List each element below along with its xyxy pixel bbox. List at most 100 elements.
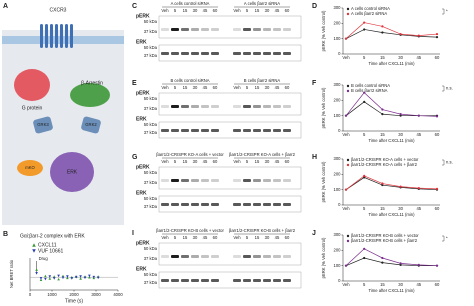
- lane-label: Veh: [233, 85, 241, 90]
- pERK-band: [263, 255, 271, 258]
- ERK-band: [211, 279, 219, 282]
- row-label: pERK: [136, 90, 150, 96]
- row-label: ERK: [136, 190, 147, 196]
- y-tick-label: 300: [334, 5, 342, 10]
- row-label: ERK: [136, 266, 147, 272]
- grk3-shape: [33, 116, 53, 134]
- point: [363, 100, 366, 103]
- lane-label: 5: [174, 159, 177, 164]
- x-tick-label: 30: [398, 55, 403, 60]
- chart-title: Gαi:βarr-2 complex with ERK: [20, 233, 85, 239]
- lane-label: 60: [285, 85, 290, 90]
- y-tick-label: 0: [338, 51, 341, 56]
- lane-label: 5: [246, 8, 249, 13]
- point: [399, 113, 402, 116]
- pERK-band: [233, 105, 241, 108]
- lane-label: 60: [213, 159, 218, 164]
- lane-label: 45: [203, 8, 208, 13]
- blot-frame: [158, 242, 302, 266]
- y-tick-label: 300: [334, 156, 342, 161]
- x-tick-label: 30: [398, 132, 403, 137]
- lane-label: 5: [174, 235, 177, 240]
- label: GRK2: [85, 122, 97, 127]
- legend-symbol: [346, 234, 350, 238]
- x-tick-label: 30: [398, 282, 403, 287]
- lane-label: 30: [193, 85, 198, 90]
- lane-label: 60: [213, 8, 218, 13]
- blot-frame: [158, 92, 302, 116]
- y-tick-label: 0: [338, 128, 341, 133]
- y-axis-label: pERK (% Veh control): [321, 10, 326, 51]
- x-axis-label: Time after CXCL11 (min): [368, 138, 415, 143]
- kda-marker: 50 kDa: [144, 96, 158, 101]
- ERK-band: [263, 129, 271, 132]
- pERK-band: [273, 28, 281, 31]
- kda-marker: 37 kDa: [144, 204, 158, 209]
- point: [96, 276, 100, 280]
- series-line: [345, 248, 438, 267]
- point: [363, 21, 366, 24]
- x-tick-label: 1000: [47, 292, 57, 297]
- kda-marker: 50 kDa: [144, 196, 158, 201]
- ERK-band: [211, 203, 219, 206]
- lane-label: 30: [193, 159, 198, 164]
- ERK-band: [253, 129, 261, 132]
- x-axis-label: Time after CXCL11 (min): [368, 61, 415, 66]
- ERK-band: [191, 279, 199, 282]
- y-axis-label: pERK (% Veh control): [321, 161, 326, 202]
- kda-marker: 37 kDa: [144, 29, 158, 34]
- x-tick-label: 60: [435, 282, 440, 287]
- pERK-band: [243, 28, 251, 31]
- label: ERK: [67, 169, 78, 175]
- point: [435, 32, 439, 36]
- pERK-band: [273, 255, 281, 258]
- x-tick-label: 45: [416, 282, 421, 287]
- point: [363, 176, 366, 179]
- row-label: ERK: [136, 116, 147, 122]
- point: [363, 247, 366, 250]
- legend-symbol: [346, 158, 350, 162]
- significance: n.s.: [446, 160, 453, 165]
- ERK-band: [273, 279, 281, 282]
- lane-label: Veh: [161, 235, 169, 240]
- significance: *: [446, 236, 448, 241]
- y-axis-label: pERK (% Veh control): [321, 87, 326, 128]
- lane-label: 45: [203, 235, 208, 240]
- lane-label: 15: [183, 85, 188, 90]
- ERK-band: [283, 279, 291, 282]
- x-tick-label: Veh: [342, 206, 350, 211]
- lane-label: 15: [255, 159, 260, 164]
- lane-label: 60: [285, 159, 290, 164]
- lane-label: Veh: [233, 159, 241, 164]
- blot-frame: [158, 271, 302, 289]
- point: [57, 274, 60, 278]
- y-tick-label: 0: [338, 278, 341, 283]
- pERK-band: [283, 255, 291, 258]
- arrestin-shape: [70, 83, 110, 107]
- label: mKO: [25, 165, 35, 170]
- legend-label: βarr1/2-CRISPR KO-A cells + vector: [351, 157, 419, 162]
- x-tick-label: 45: [416, 55, 421, 60]
- cell-interior: [2, 30, 124, 225]
- lane-label: 15: [183, 159, 188, 164]
- lane-label: 45: [275, 85, 280, 90]
- point: [344, 264, 348, 267]
- y-tick-label: 100: [334, 36, 342, 41]
- point: [435, 115, 439, 118]
- x-tick-label: 15: [380, 55, 385, 60]
- point: [381, 256, 384, 260]
- pERK-band: [191, 179, 199, 182]
- series-line: [345, 22, 438, 39]
- group-header: βarr1/2-CRISPR KO-A cells + vector: [156, 152, 224, 157]
- legend-label: B cells control siRNA: [351, 83, 390, 88]
- pERK-band: [171, 105, 179, 108]
- blot-frame: [158, 44, 302, 62]
- panel-letter: I: [132, 230, 134, 237]
- lane-label: 15: [255, 85, 260, 90]
- point: [399, 262, 402, 265]
- pERK-band: [283, 105, 291, 108]
- x-tick-label: 5: [363, 206, 366, 211]
- point: [83, 276, 87, 280]
- group-header: βarr1/2-CRISPR KO-B cells + βarr2: [229, 228, 296, 233]
- erk-shape: [50, 152, 94, 192]
